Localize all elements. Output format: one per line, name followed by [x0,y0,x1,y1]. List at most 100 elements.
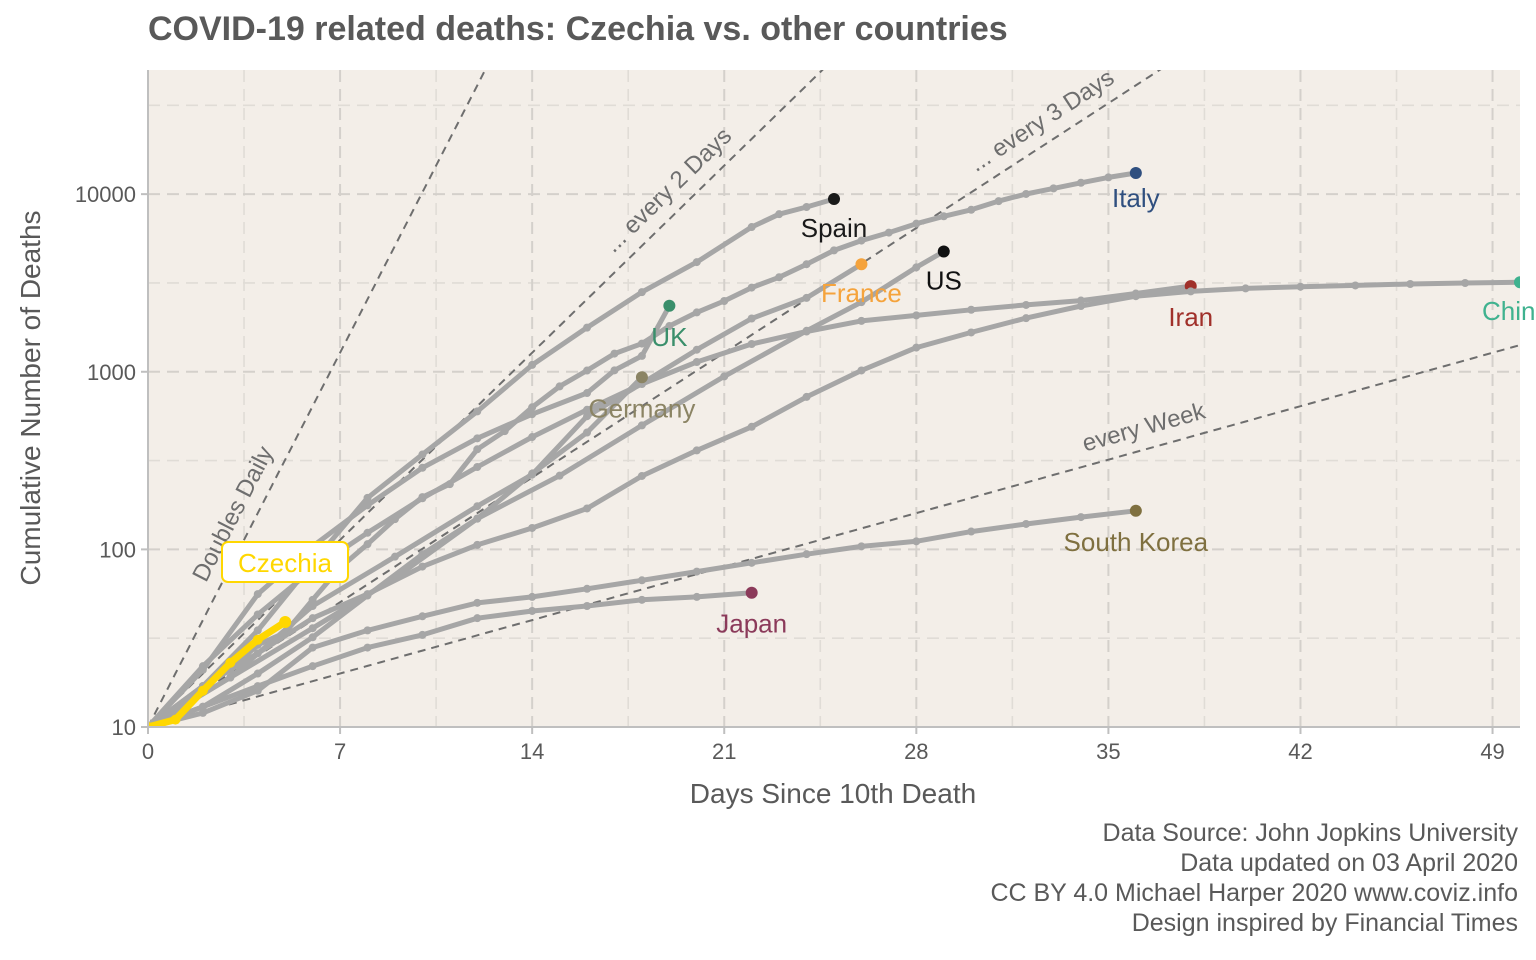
data-point [418,630,427,639]
data-point [802,327,811,336]
data-point [473,614,482,623]
data-point [555,471,564,480]
series-line [148,261,864,727]
data-point [1296,282,1305,291]
data-point [308,624,317,633]
x-tick-label: 14 [520,739,544,764]
x-tick-label: 0 [142,739,154,764]
data-point [1022,314,1031,323]
data-point [1022,300,1031,309]
data-point [197,685,208,696]
series-line [148,249,947,727]
data-point [802,550,811,559]
data-point [363,540,372,549]
data-point [1129,504,1142,517]
data-point [720,372,729,381]
data-point [747,340,756,349]
data-point [308,662,317,671]
data-point [637,595,646,604]
data-point [665,322,674,331]
data-point [418,562,427,571]
data-point [692,592,701,601]
data-point [308,595,317,604]
data-point [528,592,537,601]
data-point [253,590,262,599]
data-point [939,212,948,221]
data-point [857,236,866,245]
data-point [967,305,976,314]
data-point [884,228,893,237]
data-point [528,403,537,412]
data-point [1186,287,1195,296]
x-tick-label: 49 [1480,739,1504,764]
data-point [363,528,372,537]
axes: 0 7 14 21 28 35 42 49 10 100 1000 10000 [75,70,1520,764]
data-point [363,493,372,502]
data-point [747,314,756,323]
series-label: Germany [588,393,695,423]
data-point [857,316,866,325]
data-point [855,258,868,271]
series-label: Japan [716,609,787,639]
chart-title: COVID-19 related deaths: Czechia vs. oth… [148,10,1008,48]
data-point [692,308,701,317]
series-label: Spain [801,213,868,243]
data-point [473,502,482,511]
data-point [198,708,207,717]
data-point [528,523,537,532]
series-lines [148,166,1520,727]
data-point [1241,284,1250,293]
x-tick-label: 42 [1288,739,1312,764]
data-point [473,598,482,607]
caption-design: Design inspired by Financial Times [1131,909,1518,937]
x-tick-label: 28 [904,739,928,764]
data-point [1049,184,1058,193]
data-point [418,550,427,559]
data-point [363,590,372,599]
data-point [583,584,592,593]
data-point [363,501,372,510]
data-point [583,389,592,398]
data-point [473,540,482,549]
caption-license: CC BY 4.0 Michael Harper 2020 www.coviz.… [990,879,1518,907]
y-axis-label: Cumulative Number of Deaths [15,210,46,585]
data-point [198,662,207,671]
reference-line [148,70,487,727]
data-point [692,567,701,576]
data-point [830,246,838,255]
series-label: Iran [1168,302,1213,332]
y-tick-label: 10 [112,715,136,740]
series-line [148,279,1520,727]
data-point [1104,173,1113,182]
x-axis-label: Days Since 10th Death [690,778,976,809]
series-line [148,374,645,727]
data-point [967,527,976,536]
data-point [583,601,592,610]
data-point [747,283,756,292]
data-point [583,323,592,332]
series-label: Czechia [238,548,332,578]
data-point [828,193,840,206]
series-label: China [1482,296,1536,326]
data-point [912,311,921,320]
data-point [583,428,592,437]
data-point [583,412,592,421]
data-point [637,288,646,297]
data-point [1131,292,1140,301]
data-point [555,382,564,391]
series-label: France [821,278,902,308]
data-point [279,616,292,629]
y-tick-label: 100 [99,537,136,562]
series-label: US [926,265,962,295]
caption-source: Data Source: John Jopkins University [1102,819,1518,847]
data-point [775,273,784,282]
data-point [528,410,537,419]
data-point [635,371,648,384]
y-tick-label: 1000 [87,360,136,385]
data-point [473,445,482,454]
data-point [473,514,482,523]
data-point [692,357,701,366]
data-point [1076,178,1085,187]
data-point [473,462,482,471]
data-point [148,722,153,727]
